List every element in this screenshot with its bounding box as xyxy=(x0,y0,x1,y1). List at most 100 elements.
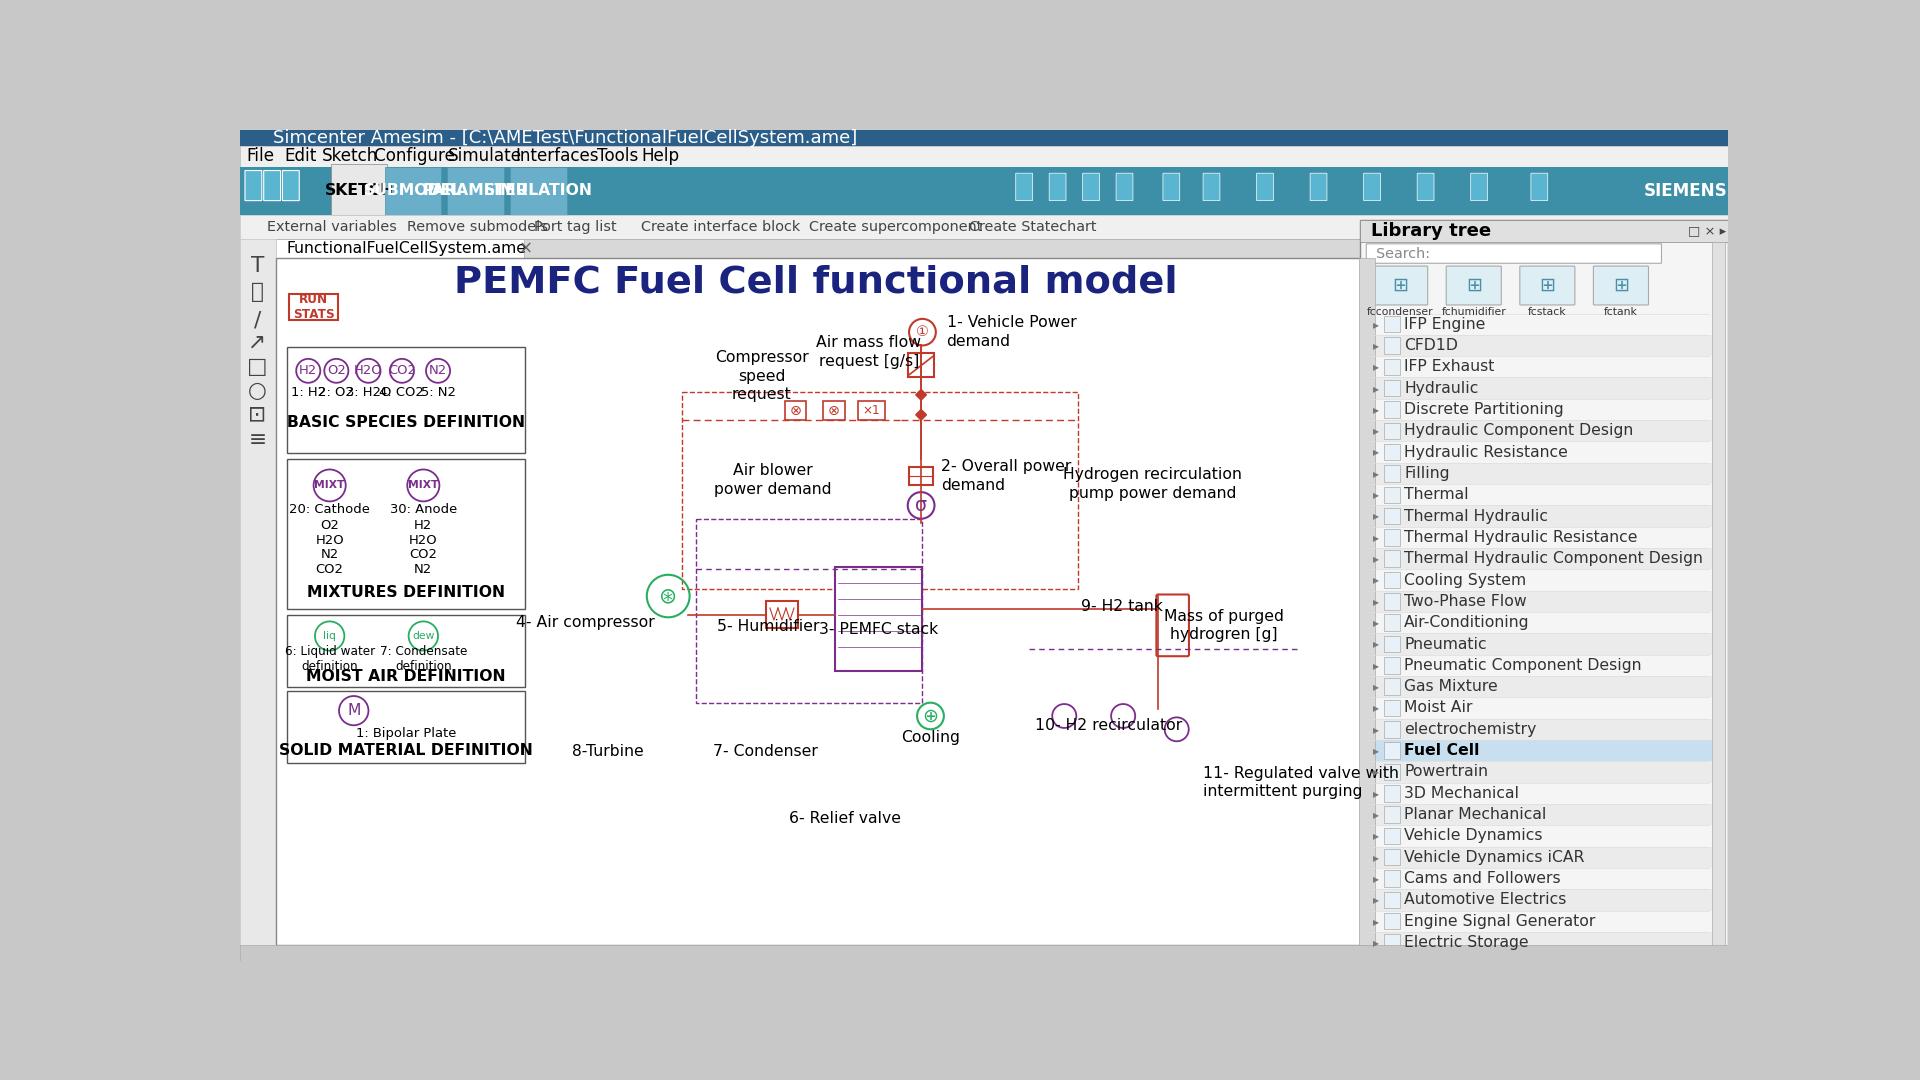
FancyBboxPatch shape xyxy=(1359,257,1375,945)
Text: Hydrogen recirculation
pump power demand: Hydrogen recirculation pump power demand xyxy=(1064,468,1242,501)
FancyBboxPatch shape xyxy=(1384,849,1400,865)
Polygon shape xyxy=(916,390,927,400)
Text: Discrete Partitioning: Discrete Partitioning xyxy=(1404,402,1563,417)
Text: MIXT: MIXT xyxy=(409,481,438,490)
Text: ①: ① xyxy=(916,325,929,339)
FancyBboxPatch shape xyxy=(276,239,524,257)
Text: Remove submodels: Remove submodels xyxy=(407,220,547,234)
FancyBboxPatch shape xyxy=(1363,591,1713,612)
Text: 5: N2: 5: N2 xyxy=(420,386,455,399)
Text: N2: N2 xyxy=(428,364,447,377)
Text: ↗: ↗ xyxy=(248,333,267,353)
Text: Thermal Hydraulic Resistance: Thermal Hydraulic Resistance xyxy=(1404,530,1638,545)
FancyBboxPatch shape xyxy=(240,130,1728,146)
Text: ▸: ▸ xyxy=(1373,915,1379,928)
Text: Air mass flow
request [g/s]: Air mass flow request [g/s] xyxy=(816,336,922,369)
FancyBboxPatch shape xyxy=(835,567,922,671)
Text: CO2: CO2 xyxy=(315,563,344,576)
Text: fctank: fctank xyxy=(1603,307,1638,318)
FancyBboxPatch shape xyxy=(240,146,1728,167)
Text: IFP Exhaust: IFP Exhaust xyxy=(1404,360,1494,375)
Text: H2O: H2O xyxy=(409,534,438,546)
FancyBboxPatch shape xyxy=(1384,380,1400,396)
FancyBboxPatch shape xyxy=(766,602,799,629)
Text: CO2: CO2 xyxy=(388,364,417,377)
Text: 20: Cathode: 20: Cathode xyxy=(290,503,371,516)
FancyBboxPatch shape xyxy=(1384,402,1400,418)
Text: Mass of purged
hydrogren [g]: Mass of purged hydrogren [g] xyxy=(1164,608,1283,643)
FancyBboxPatch shape xyxy=(1363,484,1713,505)
FancyBboxPatch shape xyxy=(1384,465,1400,482)
Text: Cooling System: Cooling System xyxy=(1404,572,1526,588)
Text: ⊞: ⊞ xyxy=(1540,276,1555,295)
FancyBboxPatch shape xyxy=(1384,892,1400,908)
Text: 3- PEMFC stack: 3- PEMFC stack xyxy=(818,622,937,637)
Text: ⊞: ⊞ xyxy=(1613,276,1628,295)
Text: ⊕: ⊕ xyxy=(922,706,939,726)
FancyBboxPatch shape xyxy=(1384,785,1400,801)
FancyBboxPatch shape xyxy=(1164,173,1179,201)
FancyBboxPatch shape xyxy=(1384,551,1400,567)
Text: 6- Relief valve: 6- Relief valve xyxy=(789,811,900,826)
Text: H2O: H2O xyxy=(353,364,382,377)
Text: Moist Air: Moist Air xyxy=(1404,701,1473,715)
Text: 30: Anode: 30: Anode xyxy=(390,503,457,516)
Text: SKETCH: SKETCH xyxy=(324,184,394,199)
Text: electrochemistry: electrochemistry xyxy=(1404,721,1536,737)
Text: 1: Bipolar Plate: 1: Bipolar Plate xyxy=(355,727,457,740)
Text: RUN
STATS: RUN STATS xyxy=(292,293,334,321)
Text: ⊗: ⊗ xyxy=(828,404,841,418)
Text: σ: σ xyxy=(916,496,927,515)
Text: ▸: ▸ xyxy=(1373,808,1379,821)
Text: MIXTURES DEFINITION: MIXTURES DEFINITION xyxy=(307,584,505,599)
Text: Thermal Hydraulic: Thermal Hydraulic xyxy=(1404,509,1548,524)
FancyBboxPatch shape xyxy=(1384,700,1400,716)
Text: Automotive Electrics: Automotive Electrics xyxy=(1404,892,1567,907)
FancyBboxPatch shape xyxy=(1363,335,1713,356)
FancyBboxPatch shape xyxy=(263,171,280,201)
FancyBboxPatch shape xyxy=(1363,356,1713,378)
FancyBboxPatch shape xyxy=(286,691,524,762)
Text: Port tag list: Port tag list xyxy=(534,220,616,234)
FancyBboxPatch shape xyxy=(1363,698,1713,718)
FancyBboxPatch shape xyxy=(1363,804,1713,825)
FancyBboxPatch shape xyxy=(1384,593,1400,609)
FancyBboxPatch shape xyxy=(1384,508,1400,524)
FancyBboxPatch shape xyxy=(1204,173,1219,201)
FancyBboxPatch shape xyxy=(1363,740,1713,761)
FancyBboxPatch shape xyxy=(1384,721,1400,738)
Text: ▸: ▸ xyxy=(1373,467,1379,480)
FancyBboxPatch shape xyxy=(1363,654,1713,676)
Text: Simulate: Simulate xyxy=(447,147,522,165)
FancyBboxPatch shape xyxy=(1384,807,1400,823)
FancyBboxPatch shape xyxy=(1417,173,1434,201)
Text: 1: H2: 1: H2 xyxy=(290,386,326,399)
Text: Library tree: Library tree xyxy=(1371,221,1490,240)
Text: Gas Mixture: Gas Mixture xyxy=(1404,679,1498,694)
Text: H2: H2 xyxy=(415,518,432,532)
FancyBboxPatch shape xyxy=(1363,825,1713,847)
Text: 3D Mechanical: 3D Mechanical xyxy=(1404,786,1519,800)
Text: Tools: Tools xyxy=(597,147,637,165)
Text: ▸: ▸ xyxy=(1373,829,1379,842)
Text: H2: H2 xyxy=(300,364,317,377)
Text: Interfaces: Interfaces xyxy=(515,147,599,165)
FancyBboxPatch shape xyxy=(1363,505,1713,527)
FancyBboxPatch shape xyxy=(276,239,1359,257)
FancyBboxPatch shape xyxy=(1363,761,1713,783)
Text: Sketch: Sketch xyxy=(323,147,378,165)
FancyBboxPatch shape xyxy=(1363,847,1713,868)
Text: H2O: H2O xyxy=(315,534,344,546)
FancyBboxPatch shape xyxy=(1384,870,1400,887)
Text: Hydraulic: Hydraulic xyxy=(1404,380,1478,395)
Text: ▸: ▸ xyxy=(1373,637,1379,650)
Text: dew: dew xyxy=(413,631,434,642)
FancyBboxPatch shape xyxy=(286,459,524,609)
Text: External variables: External variables xyxy=(267,220,397,234)
FancyBboxPatch shape xyxy=(908,353,935,378)
Text: ≡: ≡ xyxy=(248,430,267,450)
Text: SIEMENS: SIEMENS xyxy=(1644,181,1728,200)
FancyBboxPatch shape xyxy=(1363,612,1713,633)
Text: Filling: Filling xyxy=(1404,465,1450,481)
Text: ▸: ▸ xyxy=(1373,573,1379,586)
